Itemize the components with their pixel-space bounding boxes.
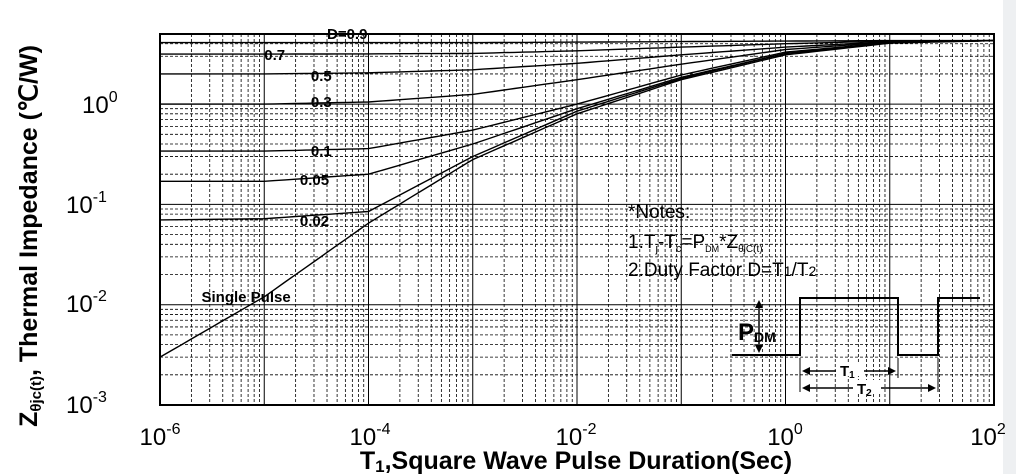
curve-label: 0.02 bbox=[300, 213, 329, 230]
pdm-arrow-up bbox=[755, 300, 763, 308]
t2-arrow-left bbox=[802, 384, 810, 392]
curve-label: Single Pulse bbox=[202, 289, 291, 306]
curve-labels: D=0.9 0.7 0.5 0.3 0.1 0.05 0.02 Single Pulse bbox=[202, 26, 368, 306]
curve-label: 0.05 bbox=[300, 172, 329, 189]
y-tick-label: 10-1 bbox=[66, 189, 107, 219]
series-line bbox=[160, 39, 995, 105]
series-line bbox=[160, 39, 994, 55]
x-tick-label: 100 bbox=[767, 421, 803, 451]
notes-block: *Notes: 1.Tj-Tc=PDM*ZθjC(t) 2.Duty Facto… bbox=[628, 202, 816, 281]
right-edge-strip bbox=[1003, 0, 1016, 474]
x-tick-labels: 10-6 10-4 10-2 100 102 bbox=[140, 421, 1006, 451]
curve-label: 0.1 bbox=[311, 143, 332, 160]
pdm-label: PDM bbox=[738, 319, 776, 346]
y-tick-labels: 10-3 10-2 10-1 100 bbox=[66, 89, 118, 419]
y-tick-label: 10-2 bbox=[66, 288, 107, 318]
series-line bbox=[160, 39, 995, 75]
y-tick-label: 10-3 bbox=[66, 389, 107, 419]
notes-line-1: 1.Tj-Tc=PDM*ZθjC(t) bbox=[628, 232, 763, 255]
curve-label: D=0.9 bbox=[327, 26, 367, 43]
series-line bbox=[159, 39, 995, 221]
x-tick-label: 102 bbox=[970, 421, 1006, 451]
y-tick-label: 100 bbox=[82, 89, 118, 119]
pdm-arrow-down bbox=[755, 345, 763, 353]
t2-label: T2 bbox=[857, 381, 872, 399]
t1-label-bg bbox=[836, 362, 864, 376]
t2-arrow-right bbox=[928, 384, 936, 392]
notes-line-2: 2.Duty Factor D=T1/T2 bbox=[628, 260, 816, 281]
pulse-waveform bbox=[732, 297, 980, 356]
x-axis-title: T1,Square Wave Pulse Duration(Sec) bbox=[360, 447, 792, 474]
series-line bbox=[160, 39, 994, 44]
series-line bbox=[159, 39, 995, 358]
t1-arrow-left bbox=[802, 367, 810, 375]
t1-label: T1 bbox=[840, 363, 855, 381]
notes-title: *Notes: bbox=[628, 202, 690, 223]
t2-label-bg bbox=[853, 380, 881, 394]
x-tick-label: 10-4 bbox=[350, 421, 391, 451]
curve-label: 0.5 bbox=[311, 68, 332, 85]
x-tick-label: 10-6 bbox=[140, 421, 181, 451]
x-tick-label: 10-2 bbox=[556, 421, 597, 451]
series-lines bbox=[159, 39, 995, 358]
pulse-diagram: PDM T1 T2 bbox=[732, 297, 980, 399]
t1-arrow-right bbox=[888, 367, 896, 375]
y-axis-title: Zθjc(t), Thermal Impedance (℃/W) bbox=[15, 45, 45, 427]
curve-label: 0.3 bbox=[311, 94, 332, 111]
curve-label: 0.7 bbox=[264, 47, 285, 64]
